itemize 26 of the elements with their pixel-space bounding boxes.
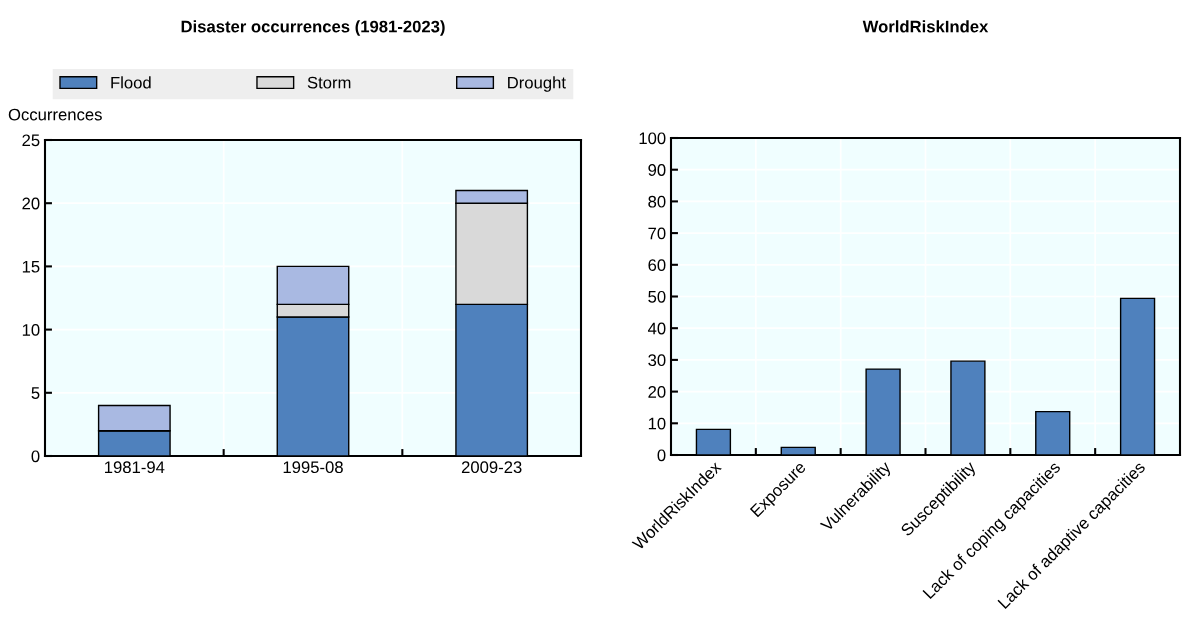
y-tick-label: 50 (648, 290, 666, 303)
y-tick-label: 100 (639, 132, 666, 145)
legend-label: Storm (307, 76, 351, 89)
y-tick-label: 5 (31, 387, 40, 399)
y-tick-label: 0 (657, 449, 666, 462)
y-tick-label: 25 (22, 134, 40, 147)
chart-title: WorldRiskIndex (862, 20, 989, 33)
y-tick-label: 30 (648, 354, 666, 367)
x-tick-label: 1995-08 (283, 461, 343, 474)
legend-label: Flood (111, 76, 151, 89)
chart-title: Disaster occurrences (1981-2023) (181, 20, 445, 36)
y-tick-label: 80 (648, 195, 666, 208)
y-tick-label: 40 (647, 322, 666, 335)
legend-label: Drought (508, 76, 566, 92)
y-axis-title: Occurrences (8, 108, 102, 121)
y-tick-label: 70 (648, 227, 666, 240)
y-tick-label: 0 (31, 450, 40, 463)
y-tick-label: 15 (22, 260, 40, 273)
y-tick-label: 20 (648, 386, 666, 398)
y-tick-label: 60 (648, 259, 666, 271)
y-tick-label: 10 (648, 417, 666, 430)
y-tick-label: 10 (22, 324, 40, 336)
y-tick-label: 20 (22, 197, 40, 210)
x-tick-label: 2009-23 (461, 461, 522, 474)
y-tick-label: 90 (648, 164, 666, 176)
x-tick-label: 1981-94 (105, 461, 165, 474)
